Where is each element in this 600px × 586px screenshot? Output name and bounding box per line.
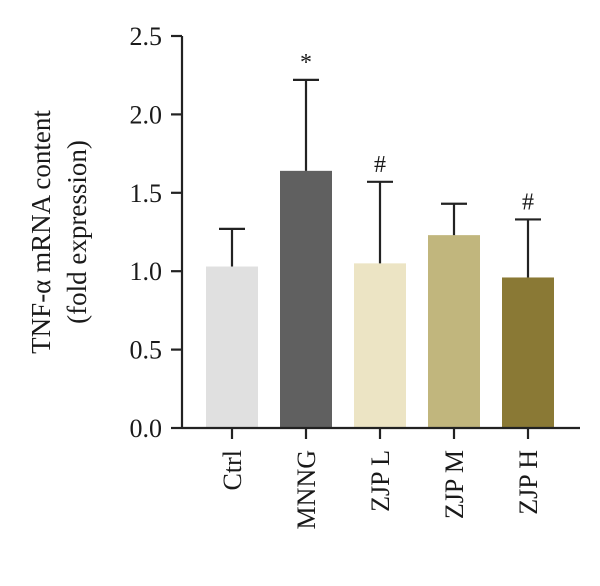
x-tick-label: ZJP M [440,450,469,519]
x-tick-label: Ctrl [218,450,247,490]
error-bars [219,78,541,278]
bar-mnng [280,170,332,428]
y-tick-label: 2.5 [130,22,163,51]
y-axis: 0.0 0.5 1.0 1.5 2.0 2.5 [130,22,184,443]
bar-ctrl [206,266,258,428]
y-axis-title: TNF-α mRNA content (fold expression) [26,110,92,354]
y-tick-label: 0.0 [130,414,163,443]
x-tick-label: MNNG [292,450,321,529]
bar-zjp-l [354,263,406,428]
y-axis-title-line1: TNF-α mRNA content [26,110,56,354]
bar-zjp-m [428,235,480,428]
bars [206,170,554,428]
x-tick-label: ZJP L [366,450,395,512]
y-tick-label: 2.0 [130,100,163,129]
x-axis: Ctrl MNNG ZJP L ZJP M ZJP H [182,426,580,529]
significance-marker: # [522,189,534,215]
significance-markers: * # # [300,50,534,216]
y-axis-title-line2: (fold expression) [62,140,92,324]
y-tick-label: 1.0 [130,257,163,286]
significance-marker: * [300,50,312,76]
y-tick-label: 0.5 [130,336,163,365]
x-tick-label: ZJP H [514,450,543,515]
bar-zjp-h [502,277,554,428]
y-tick-label: 1.5 [130,179,163,208]
significance-marker: # [374,152,386,178]
